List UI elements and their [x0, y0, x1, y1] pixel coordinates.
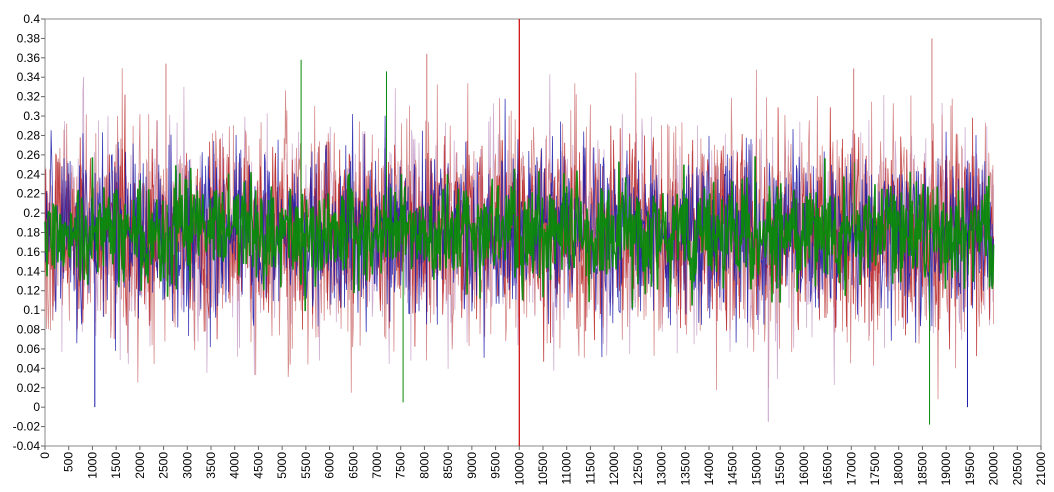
- x-tick-label: 19500: [963, 452, 977, 486]
- y-tick-label: 0: [33, 400, 40, 414]
- x-tick-label: 0: [38, 452, 52, 459]
- x-tick-label: 9000: [465, 452, 479, 479]
- x-tick-label: 10000: [512, 452, 526, 486]
- spike-layer: [94, 38, 968, 425]
- x-tick-label: 8000: [417, 452, 431, 479]
- x-tick-label: 5000: [275, 452, 289, 479]
- x-tick-label: 11000: [560, 452, 574, 485]
- y-tick-label: 0.4: [23, 12, 40, 26]
- x-tick-label: 500: [62, 452, 76, 472]
- x-tick-label: 1500: [109, 452, 123, 479]
- y-tick-label: 0.22: [17, 187, 41, 201]
- x-tick-label: 18000: [892, 452, 906, 486]
- x-tick-label: 2500: [157, 452, 171, 479]
- x-tick-label: 5500: [299, 452, 313, 479]
- x-tick-label: 6000: [323, 452, 337, 479]
- y-tick-label: -0.04: [13, 439, 41, 453]
- x-tick-label: 3000: [180, 452, 194, 479]
- x-tick-label: 4500: [251, 452, 265, 479]
- y-tick-label: 0.3: [23, 109, 40, 123]
- y-tick-label: 0.16: [17, 245, 41, 259]
- x-tick-label: 2000: [133, 452, 147, 479]
- y-axis: -0.04 -0.02 0 0.02 0.04 0.06 0.08 0.1 0.12 0.14 0.…: [13, 12, 45, 453]
- y-tick-label: 0.02: [17, 381, 41, 395]
- y-tick-label: 0.06: [17, 342, 41, 356]
- y-tick-label: -0.02: [13, 420, 41, 434]
- x-tick-label: 16000: [797, 452, 811, 486]
- y-tick-label: 0.34: [17, 70, 41, 84]
- y-tick-label: 0.2: [23, 206, 40, 220]
- y-tick-label: 0.24: [17, 167, 41, 181]
- x-tick-label: 15500: [773, 452, 787, 486]
- x-tick-label: 6500: [346, 452, 360, 479]
- x-tick-label: 12000: [607, 452, 621, 486]
- x-tick-label: 17500: [868, 452, 882, 486]
- x-tick-label: 16500: [821, 452, 835, 486]
- x-tick-label: 7500: [394, 452, 408, 479]
- x-tick-label: 9500: [489, 452, 503, 479]
- x-tick-label: 18500: [915, 452, 929, 486]
- x-tick-label: 17000: [844, 452, 858, 486]
- x-tick-label: 19000: [939, 452, 953, 486]
- x-tick-label: 14500: [726, 452, 740, 486]
- x-tick-label: 13000: [655, 452, 669, 486]
- x-tick-label: 15000: [749, 452, 763, 486]
- x-tick-label: 13500: [678, 452, 692, 486]
- y-tick-label: 0.18: [17, 226, 41, 240]
- x-axis: 0 500 1000 1500 2000 2500 3000 3500 4000 4500 5000…: [38, 446, 1048, 485]
- x-tick-label: 20000: [987, 452, 1001, 486]
- x-tick-label: 8500: [441, 452, 455, 479]
- y-tick-label: 0.28: [17, 128, 41, 142]
- x-tick-label: 20500: [1010, 452, 1024, 486]
- y-tick-label: 0.08: [17, 323, 41, 337]
- x-tick-label: 21000: [1034, 452, 1048, 486]
- x-tick-label: 11500: [583, 452, 597, 485]
- x-tick-label: 10500: [536, 452, 550, 486]
- x-tick-label: 3500: [204, 452, 218, 479]
- y-tick-label: 0.04: [17, 361, 41, 375]
- y-tick-label: 0.36: [17, 51, 41, 65]
- y-tick-label: 0.1: [23, 303, 40, 317]
- y-tick-label: 0.38: [17, 31, 41, 45]
- x-tick-label: 1000: [85, 452, 99, 479]
- y-tick-label: 0.14: [17, 264, 41, 278]
- y-tick-label: 0.32: [17, 90, 41, 104]
- x-tick-label: 4000: [228, 452, 242, 479]
- y-tick-label: 0.26: [17, 148, 41, 162]
- x-tick-label: 14000: [702, 452, 716, 486]
- y-tick-label: 0.12: [17, 284, 41, 298]
- x-tick-label: 12500: [631, 452, 645, 486]
- x-tick-label: 7000: [370, 452, 384, 479]
